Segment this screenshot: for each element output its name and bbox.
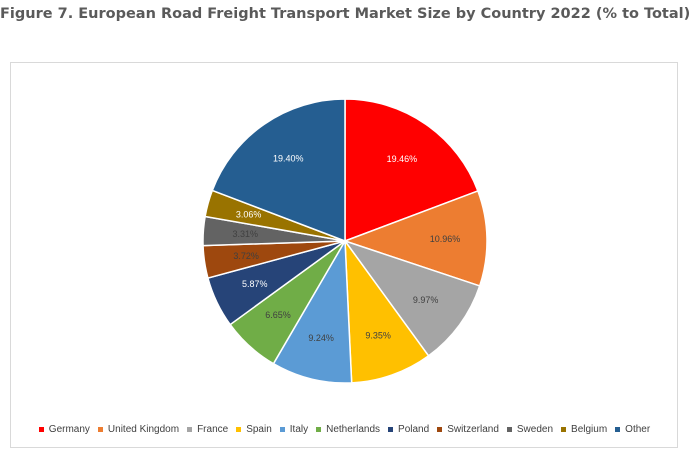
legend-swatch — [437, 427, 443, 432]
legend-item-other: Other — [615, 424, 650, 435]
legend-label: Belgium — [571, 424, 608, 435]
chart-title: Figure 7. European Road Freight Transpor… — [0, 6, 689, 22]
pie-slice-germany — [344, 98, 479, 243]
pie-slice-other — [211, 98, 346, 243]
pie-slice-italy — [272, 238, 353, 384]
legend-swatch — [187, 427, 193, 432]
pie-slice-united-kingdom — [342, 190, 488, 287]
legend-swatch — [615, 427, 621, 432]
legend-label: Italy — [289, 424, 309, 435]
legend-label: United Kingdom — [107, 424, 180, 435]
pie-slice-spain — [344, 238, 430, 384]
legend-item-sweden: Sweden — [506, 424, 554, 435]
chart-legend: Germany United Kingdom France Spain Italy Net… — [0, 424, 689, 435]
legend-item-germany: Germany — [38, 424, 90, 435]
legend-item-poland: Poland — [388, 424, 429, 435]
legend-item-spain: Spain — [236, 424, 272, 435]
legend-label: Netherlands — [326, 424, 381, 435]
data-label-germany: 19.46% — [387, 154, 418, 164]
legend-label: Poland — [398, 424, 430, 435]
legend-item-switzerland: Switzerland — [437, 424, 499, 435]
legend-item-france: France — [187, 424, 228, 435]
data-label-other: 19.40% — [273, 154, 304, 164]
data-label-poland: 5.87% — [242, 279, 268, 289]
legend-swatch — [388, 427, 394, 432]
data-label-france: 9.97% — [413, 295, 439, 305]
legend-label: Switzerland — [447, 424, 499, 435]
legend-label: Germany — [48, 424, 90, 435]
pie-slice-france — [343, 239, 481, 357]
legend-swatch — [236, 427, 242, 432]
data-label-united-kingdom: 10.96% — [430, 234, 461, 244]
data-label-belgium: 3.06% — [236, 209, 262, 219]
legend-swatch — [316, 427, 322, 432]
legend-label: Other — [625, 424, 651, 435]
data-label-spain: 9.35% — [365, 330, 391, 340]
legend-item-united-kingdom: United Kingdom — [97, 424, 180, 435]
legend-item-belgium: Belgium — [561, 424, 607, 435]
legend-swatch — [506, 427, 512, 432]
legend-swatch — [38, 427, 44, 432]
legend-item-netherlands: Netherlands — [316, 424, 380, 435]
legend-item-italy: Italy — [279, 424, 309, 435]
legend-swatch — [561, 427, 567, 432]
legend-label: Sweden — [516, 424, 554, 435]
data-label-switzerland: 3.72% — [233, 251, 259, 261]
legend-swatch — [279, 427, 285, 432]
legend-label: Spain — [246, 424, 272, 435]
legend-swatch — [97, 427, 103, 432]
data-label-italy: 9.24% — [308, 333, 334, 343]
data-label-sweden: 3.31% — [232, 229, 258, 239]
legend-label: France — [197, 424, 229, 435]
data-label-netherlands: 6.65% — [265, 310, 291, 320]
